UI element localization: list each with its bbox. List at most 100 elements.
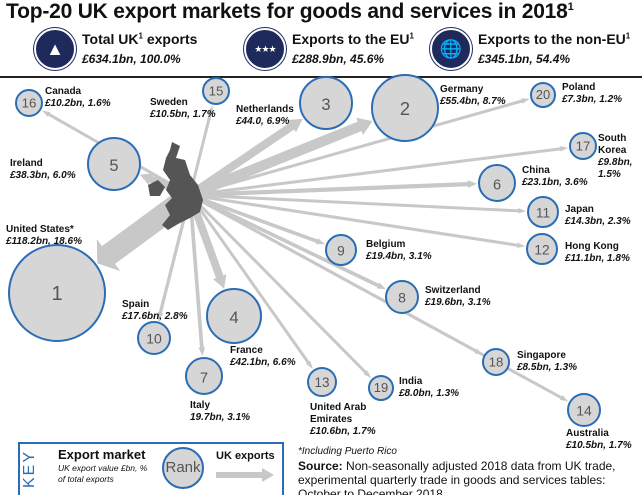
- market-name: Italy: [190, 400, 211, 411]
- market-value: 19.7bn, 3.1%: [190, 412, 251, 423]
- market-value: £19.4bn, 3.1%: [366, 251, 432, 262]
- market-value: £10.5bn, 1.7%: [566, 440, 632, 451]
- market-value: £42.1bn, 6.6%: [230, 357, 296, 368]
- key-arrow-icon: [216, 468, 274, 482]
- market-circle-5[interactable]: [87, 137, 141, 191]
- market-label-3: Netherlands £44.0, 6.9%: [236, 104, 294, 128]
- market-label-7: Italy 19.7bn, 3.1%: [190, 400, 250, 424]
- market-circle-16[interactable]: [15, 89, 43, 117]
- market-circle-10[interactable]: [137, 321, 171, 355]
- uk-map-icon: ▲: [34, 28, 76, 70]
- market-name: South Korea: [598, 133, 627, 156]
- export-arrow: [157, 194, 192, 321]
- export-arrow: [189, 180, 478, 198]
- rank-label: 18: [489, 355, 504, 370]
- market-name: Singapore: [517, 350, 566, 361]
- market-circle-17[interactable]: [569, 132, 597, 160]
- market-circle-3[interactable]: [299, 76, 353, 130]
- market-circle-19[interactable]: [368, 375, 394, 401]
- market-value: £8.5bn, 1.3%: [517, 362, 578, 373]
- market-value: £10.2bn, 1.6%: [45, 98, 111, 109]
- rank-label: 9: [337, 243, 345, 258]
- market-value: £44.0, 6.9%: [236, 116, 290, 127]
- market-name: Australia: [566, 428, 609, 439]
- rank-label: 17: [576, 139, 591, 154]
- market-label-13: United Arab Emirates £10.6bn, 1.7%: [310, 402, 380, 438]
- market-label-11: Japan £14.3bn, 2.3%: [565, 204, 631, 228]
- market-name: United Arab Emirates: [310, 402, 367, 425]
- market-circle-12[interactable]: [526, 233, 558, 265]
- market-label-6: China £23.1bn, 3.6%: [522, 165, 588, 189]
- export-arrow: [189, 193, 526, 248]
- export-arrow: [189, 193, 326, 245]
- rank-label: 6: [493, 177, 501, 193]
- market-name: United States*: [6, 224, 74, 235]
- market-circle-18[interactable]: [482, 348, 510, 376]
- export-arrow: [186, 193, 227, 289]
- export-arrow: [187, 118, 303, 199]
- market-value: £9.8bn, 1.5%: [598, 157, 633, 180]
- market-label-18: Singapore £8.5bn, 1.3%: [517, 350, 577, 374]
- market-circle-11[interactable]: [527, 196, 559, 228]
- market-label-1: United States* £118.2bn, 18.6%: [6, 224, 82, 248]
- market-name: Sweden: [150, 97, 188, 108]
- market-label-5: Ireland £38.3bn, 6.0%: [10, 158, 76, 182]
- market-name: Japan: [565, 204, 594, 215]
- rank-label: 20: [536, 87, 550, 102]
- market-value: £10.6bn, 1.7%: [310, 426, 376, 437]
- market-circle-7[interactable]: [185, 357, 223, 395]
- rank-label: 5: [109, 157, 118, 175]
- summary-eu: ★★★ Exports to the EU1 £288.9bn, 45.6%: [244, 28, 414, 70]
- market-value: £38.3bn, 6.0%: [10, 170, 76, 181]
- market-circle-13[interactable]: [307, 367, 337, 397]
- market-name: Hong Kong: [565, 241, 619, 252]
- market-circle-6[interactable]: [478, 164, 516, 202]
- rank-label: 12: [534, 242, 549, 257]
- market-label-16: Canada £10.2bn, 1.6%: [45, 86, 111, 110]
- globe-icon: 🌐: [430, 28, 472, 70]
- summary-total: ▲ Total UK1 exports £634.1bn, 100.0%: [34, 28, 197, 70]
- market-value: £8.0bn, 1.3%: [399, 388, 460, 399]
- market-name: India: [399, 376, 423, 387]
- key-legend: KEY Export market UK export value £bn, %…: [18, 442, 284, 495]
- page-title: Top-20 UK export markets for goods and s…: [6, 0, 574, 23]
- rank-label: 13: [314, 375, 329, 390]
- export-arrow: [188, 194, 313, 369]
- export-arrow: [189, 146, 569, 197]
- market-circle-2[interactable]: [371, 74, 439, 142]
- market-circle-9[interactable]: [325, 234, 357, 266]
- rank-label: 10: [146, 331, 162, 347]
- market-circle-1[interactable]: [8, 244, 106, 342]
- market-circle-14[interactable]: [567, 393, 601, 427]
- rank-label: 19: [374, 380, 388, 395]
- market-value: £10.5bn, 1.7%: [150, 109, 216, 120]
- market-name: Germany: [440, 84, 484, 95]
- source: Source: Non-seasonally adjusted 2018 dat…: [298, 459, 616, 495]
- market-circle-8[interactable]: [385, 280, 419, 314]
- rank-label: 4: [229, 308, 238, 327]
- market-circle-15[interactable]: [202, 77, 230, 105]
- market-name: France: [230, 345, 263, 356]
- export-arrow: [188, 194, 206, 357]
- export-arrow: [189, 193, 527, 214]
- market-value: £14.3bn, 2.3%: [565, 216, 631, 227]
- market-value: £19.6bn, 3.1%: [425, 297, 491, 308]
- eu-stars-icon: ★★★: [244, 28, 286, 70]
- market-label-20: Poland £7.3bn, 1.2%: [562, 82, 622, 106]
- market-circle-20[interactable]: [530, 82, 556, 108]
- market-value: £7.3bn, 1.2%: [562, 94, 623, 105]
- market-name: China: [522, 165, 550, 176]
- summary-non-eu: 🌐 Exports to the non-EU1 £345.1bn, 54.4%: [430, 28, 630, 70]
- rank-label: 15: [209, 84, 224, 99]
- market-value: £23.1bn, 3.6%: [522, 177, 588, 188]
- market-name: Switzerland: [425, 285, 481, 296]
- market-name: Belgium: [366, 239, 406, 250]
- rank-label: 16: [22, 96, 37, 111]
- market-circle-4[interactable]: [206, 288, 262, 344]
- uk-map: [148, 142, 203, 230]
- market-name: Netherlands: [236, 104, 294, 115]
- market-name: Spain: [122, 299, 150, 310]
- market-value: £17.6bn, 2.8%: [122, 311, 188, 322]
